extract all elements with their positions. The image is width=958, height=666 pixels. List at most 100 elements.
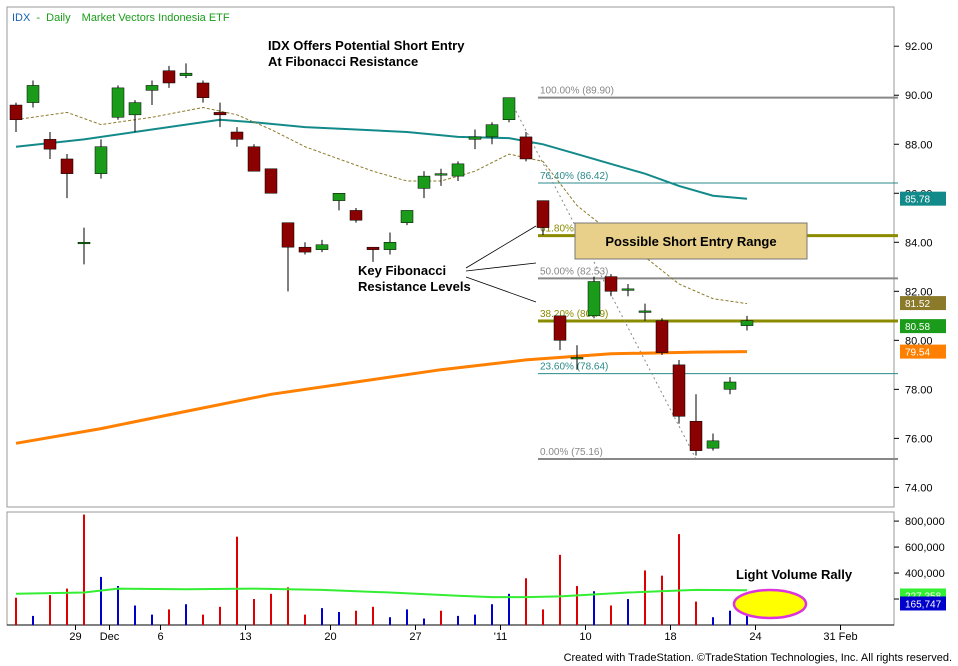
candle-body-down [536,200,550,228]
candle-body-down [519,136,533,160]
volume-tick-label: 400,000 [905,568,945,580]
candle-body-down [196,82,210,98]
fib-level-label: 38.20% (80.79) [540,309,608,320]
candle-body-down [9,104,23,120]
candle-body-up [638,310,652,313]
short-entry-label: Possible Short Entry Range [605,234,776,249]
candle-body-up [94,146,108,174]
key-fib-label-line2: Resistance Levels [358,279,471,294]
price-tag-label: 79.54 [905,348,930,359]
instrument-name-label: Market Vectors Indonesia ETF [82,12,230,24]
candle-body-down [264,168,278,194]
x-tick-label: 13 [239,631,251,643]
candle-body-up [77,242,91,245]
short-entry-box [574,222,808,260]
candle-body-up [451,163,465,177]
key-fib-label-line1: Key Fibonacci [358,263,446,278]
annotation-title-line1: IDX Offers Potential Short Entry [268,38,465,53]
fib-level-label: 61.80% (84.27) [540,224,608,235]
candle-body-up [417,175,431,189]
candle-body-up [179,72,193,76]
header-sep-1: - [36,12,40,24]
candle-body-up [502,97,516,120]
pointer-line-50 [465,262,537,272]
candle-body-down [281,222,295,248]
fib-level-label: 0.00% (75.16) [540,447,603,458]
price-tag-box [900,191,946,206]
volume-tag-label: 165,747 [905,599,942,610]
candle-body-down [553,315,567,341]
candle-body-up [332,193,346,201]
x-tick-label: 27 [409,631,421,643]
volume-tag-box [900,596,946,611]
candles-layer [9,63,754,456]
candle-body-up [468,136,482,140]
candle-body-down [689,420,703,451]
candle-body-down [298,246,312,253]
candle-body-up [400,210,414,223]
chart-header: IDX - Daily Market Vectors Indonesia ETF [12,12,230,24]
x-tick-label: Dec [100,631,120,643]
volume-tick-label: 600,000 [905,542,945,554]
candle-body-down [162,70,176,84]
light-volume-ellipse [732,588,808,620]
x-tick-label: 31 Feb [823,631,857,643]
volume-tick-label: 800,000 [905,516,945,528]
candle-body-up [706,440,720,449]
x-tick-label: '11 [494,631,508,643]
x-tick-label: 29 [69,631,81,643]
annotation-title-line2: At Fibonacci Resistance [268,54,418,69]
price-tick-label: 78.00 [905,384,933,396]
price-tick-label: 88.00 [905,139,933,151]
volume-layer [15,514,748,625]
price-tick-label: 84.00 [905,237,933,249]
x-tick-label: 6 [157,631,163,643]
price-tag-label: 80.58 [905,322,930,333]
x-tick-label: 10 [579,631,591,643]
symbol-label: IDX [12,12,31,24]
annotations-layer: IDX Offers Potential Short Entry At Fibo… [268,38,853,620]
candle-body-up [587,281,601,317]
x-tick-label: 24 [749,631,761,643]
candle-body-down [366,246,380,250]
chart-frame [6,6,895,626]
footer-credit: Created with TradeStation. ©TradeStation… [0,650,958,666]
candle-body-up [145,85,159,91]
fib-level-label: 50.00% (82.53) [540,266,608,277]
fib-level-label: 100.00% (89.90) [540,86,614,97]
pointer-line-38 [465,276,537,303]
x-tick-label: 20 [324,631,336,643]
pointer-line-61 [465,225,537,269]
fib-level-label: 76.40% (86.42) [540,171,608,182]
candle-body-up [723,381,737,390]
candle-body-down [672,364,686,417]
candle-body-up [383,242,397,250]
price-tag-label: 81.52 [905,299,930,310]
price-tick-label: 76.00 [905,433,933,445]
ma-mid-line [15,118,748,200]
volume-note-label: Light Volume Rally [736,567,853,582]
candle-body-up [26,85,40,103]
price-tick-label: 80.00 [905,335,933,347]
candle-body-up [434,173,448,176]
price-tag-box [900,319,946,334]
price-tag-box [900,344,946,359]
volume-average-line [15,587,748,599]
price-tag-label: 85.78 [905,195,930,206]
stock-chart: 100.00% (89.90) 76.40% (86.42) 61.80% (84.… [6,6,946,643]
candle-body-up [740,320,754,326]
candle-body-down [60,158,74,174]
candle-body-down [655,320,669,353]
candle-body-up [621,288,635,291]
price-tick-label: 92.00 [905,41,933,53]
candle-body-up [315,244,329,250]
price-tick-label: 74.00 [905,482,933,494]
candle-body-down [349,210,363,221]
candle-body-up [485,124,499,138]
candle-body-down [43,139,57,150]
candle-body-down [247,146,261,172]
candle-body-down [213,112,227,116]
interval-label: Daily [46,12,71,24]
candle-body-down [604,276,618,292]
